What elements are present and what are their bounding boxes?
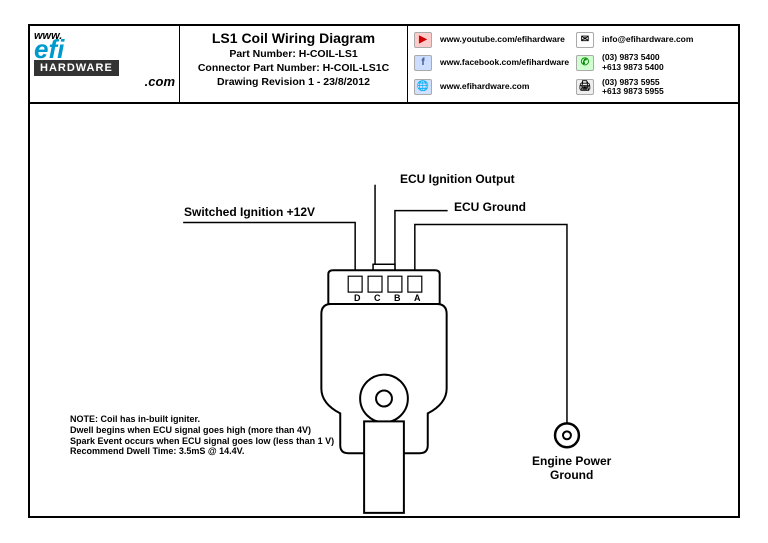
- wiring-diagram: Switched Ignition +12V ECU Ignition Outp…: [30, 104, 738, 520]
- label-engine-ground: Engine Power Ground: [532, 454, 611, 482]
- facebook-url: www.facebook.com/efihardware: [440, 58, 570, 67]
- website-url: www.efihardware.com: [440, 82, 570, 91]
- youtube-icon: ▶: [414, 32, 432, 48]
- fax-numbers: (03) 9873 5955+613 9873 5955: [602, 78, 732, 97]
- part-number: Part Number: H-COIL-LS1: [182, 48, 405, 60]
- note-line-3: Spark Event occurs when ECU signal goes …: [70, 436, 334, 447]
- pin-label-c: C: [374, 293, 381, 303]
- ground-ring-inner: [563, 431, 571, 439]
- pin-slot-a: [408, 276, 422, 292]
- label-switched-12v: Switched Ignition +12V: [184, 205, 315, 219]
- note-line-1: NOTE: Coil has in-built igniter.: [70, 414, 334, 425]
- note-block: NOTE: Coil has in-built igniter. Dwell b…: [70, 414, 334, 457]
- note-line-4: Recommend Dwell Time: 3.5mS @ 14.4V.: [70, 446, 334, 457]
- label-ecu-ignition-output: ECU Ignition Output: [400, 172, 515, 186]
- logo-cell: www. efi HARDWARE .com: [30, 26, 180, 102]
- fax-icon: 🖨: [576, 79, 594, 95]
- drawing-revision: Drawing Revision 1 - 23/8/2012: [182, 76, 405, 88]
- note-line-2: Dwell begins when ECU signal goes high (…: [70, 425, 334, 436]
- pin-label-d: D: [354, 293, 361, 303]
- document-frame: www. efi HARDWARE .com LS1 Coil Wiring D…: [28, 24, 740, 518]
- coil-boot: [364, 421, 404, 512]
- pin-label-b: B: [394, 293, 401, 303]
- pin-slot-b: [388, 276, 402, 292]
- diagram-title: LS1 Coil Wiring Diagram: [182, 30, 405, 46]
- facebook-icon: f: [414, 55, 432, 71]
- phone-numbers: (03) 9873 5400+613 9873 5400: [602, 53, 732, 72]
- contact-cell: ▶ www.youtube.com/efihardware ✉ info@efi…: [408, 26, 738, 102]
- logo-hardware-text: HARDWARE: [34, 60, 119, 76]
- efi-logo: www. efi HARDWARE .com: [34, 30, 175, 98]
- title-cell: LS1 Coil Wiring Diagram Part Number: H-C…: [180, 26, 408, 102]
- logo-com: .com: [34, 74, 175, 89]
- connector-top: [328, 270, 439, 304]
- youtube-url: www.youtube.com/efihardware: [440, 35, 570, 44]
- header: www. efi HARDWARE .com LS1 Coil Wiring D…: [30, 26, 738, 104]
- phone-icon: ✆: [576, 55, 594, 71]
- logo-efi-text: efi: [34, 40, 175, 58]
- globe-icon: 🌐: [414, 79, 432, 95]
- coil-center-hole: [376, 391, 392, 407]
- label-ecu-ground: ECU Ground: [454, 200, 526, 214]
- email-address: info@efihardware.com: [602, 35, 732, 44]
- pin-slot-c: [368, 276, 382, 292]
- pin-label-a: A: [414, 293, 421, 303]
- wiring-svg: [30, 104, 738, 520]
- pin-slot-d: [348, 276, 362, 292]
- connector-part-number: Connector Part Number: H-COIL-LS1C: [182, 62, 405, 74]
- email-icon: ✉: [576, 32, 594, 48]
